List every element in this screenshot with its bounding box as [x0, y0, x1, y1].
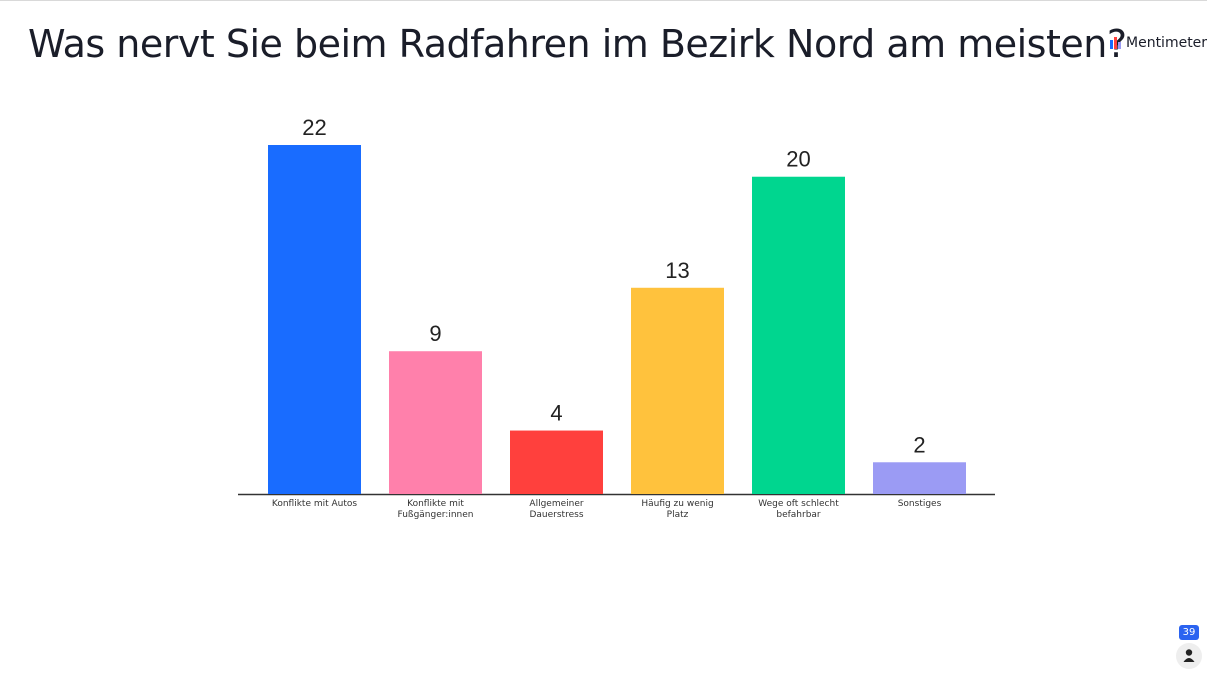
bar — [752, 176, 845, 494]
value-label: 4 — [550, 401, 562, 426]
value-label: 2 — [913, 432, 925, 457]
participant-icon[interactable] — [1176, 643, 1202, 669]
bar — [873, 462, 966, 494]
bar — [389, 351, 482, 494]
category-label: Konflikte mit Fußgänger:innen — [397, 499, 474, 520]
category-label: Wege oft schlecht befahrbar — [758, 499, 839, 520]
bar — [631, 287, 724, 494]
brand-name: Mentimeter — [1126, 35, 1207, 51]
value-label: 9 — [429, 321, 441, 346]
category-label: Häufig zu wenig Platz — [641, 499, 714, 520]
category-label: Konflikte mit Autos — [271, 499, 358, 509]
value-label: 22 — [302, 115, 326, 140]
brand-logo — [1110, 37, 1121, 49]
chart-title: Was nervt Sie beim Radfahren im Bezirk N… — [28, 22, 1127, 66]
value-label: 13 — [665, 258, 689, 283]
category-label: Allgemeiner Dauerstress — [529, 499, 584, 520]
value-label: 20 — [786, 147, 810, 172]
brand: Mentimeter — [1110, 35, 1207, 51]
category-label: Sonstiges — [897, 499, 942, 509]
participant-count[interactable]: 39 — [1179, 625, 1199, 640]
bar — [268, 145, 361, 494]
bar — [510, 430, 603, 494]
